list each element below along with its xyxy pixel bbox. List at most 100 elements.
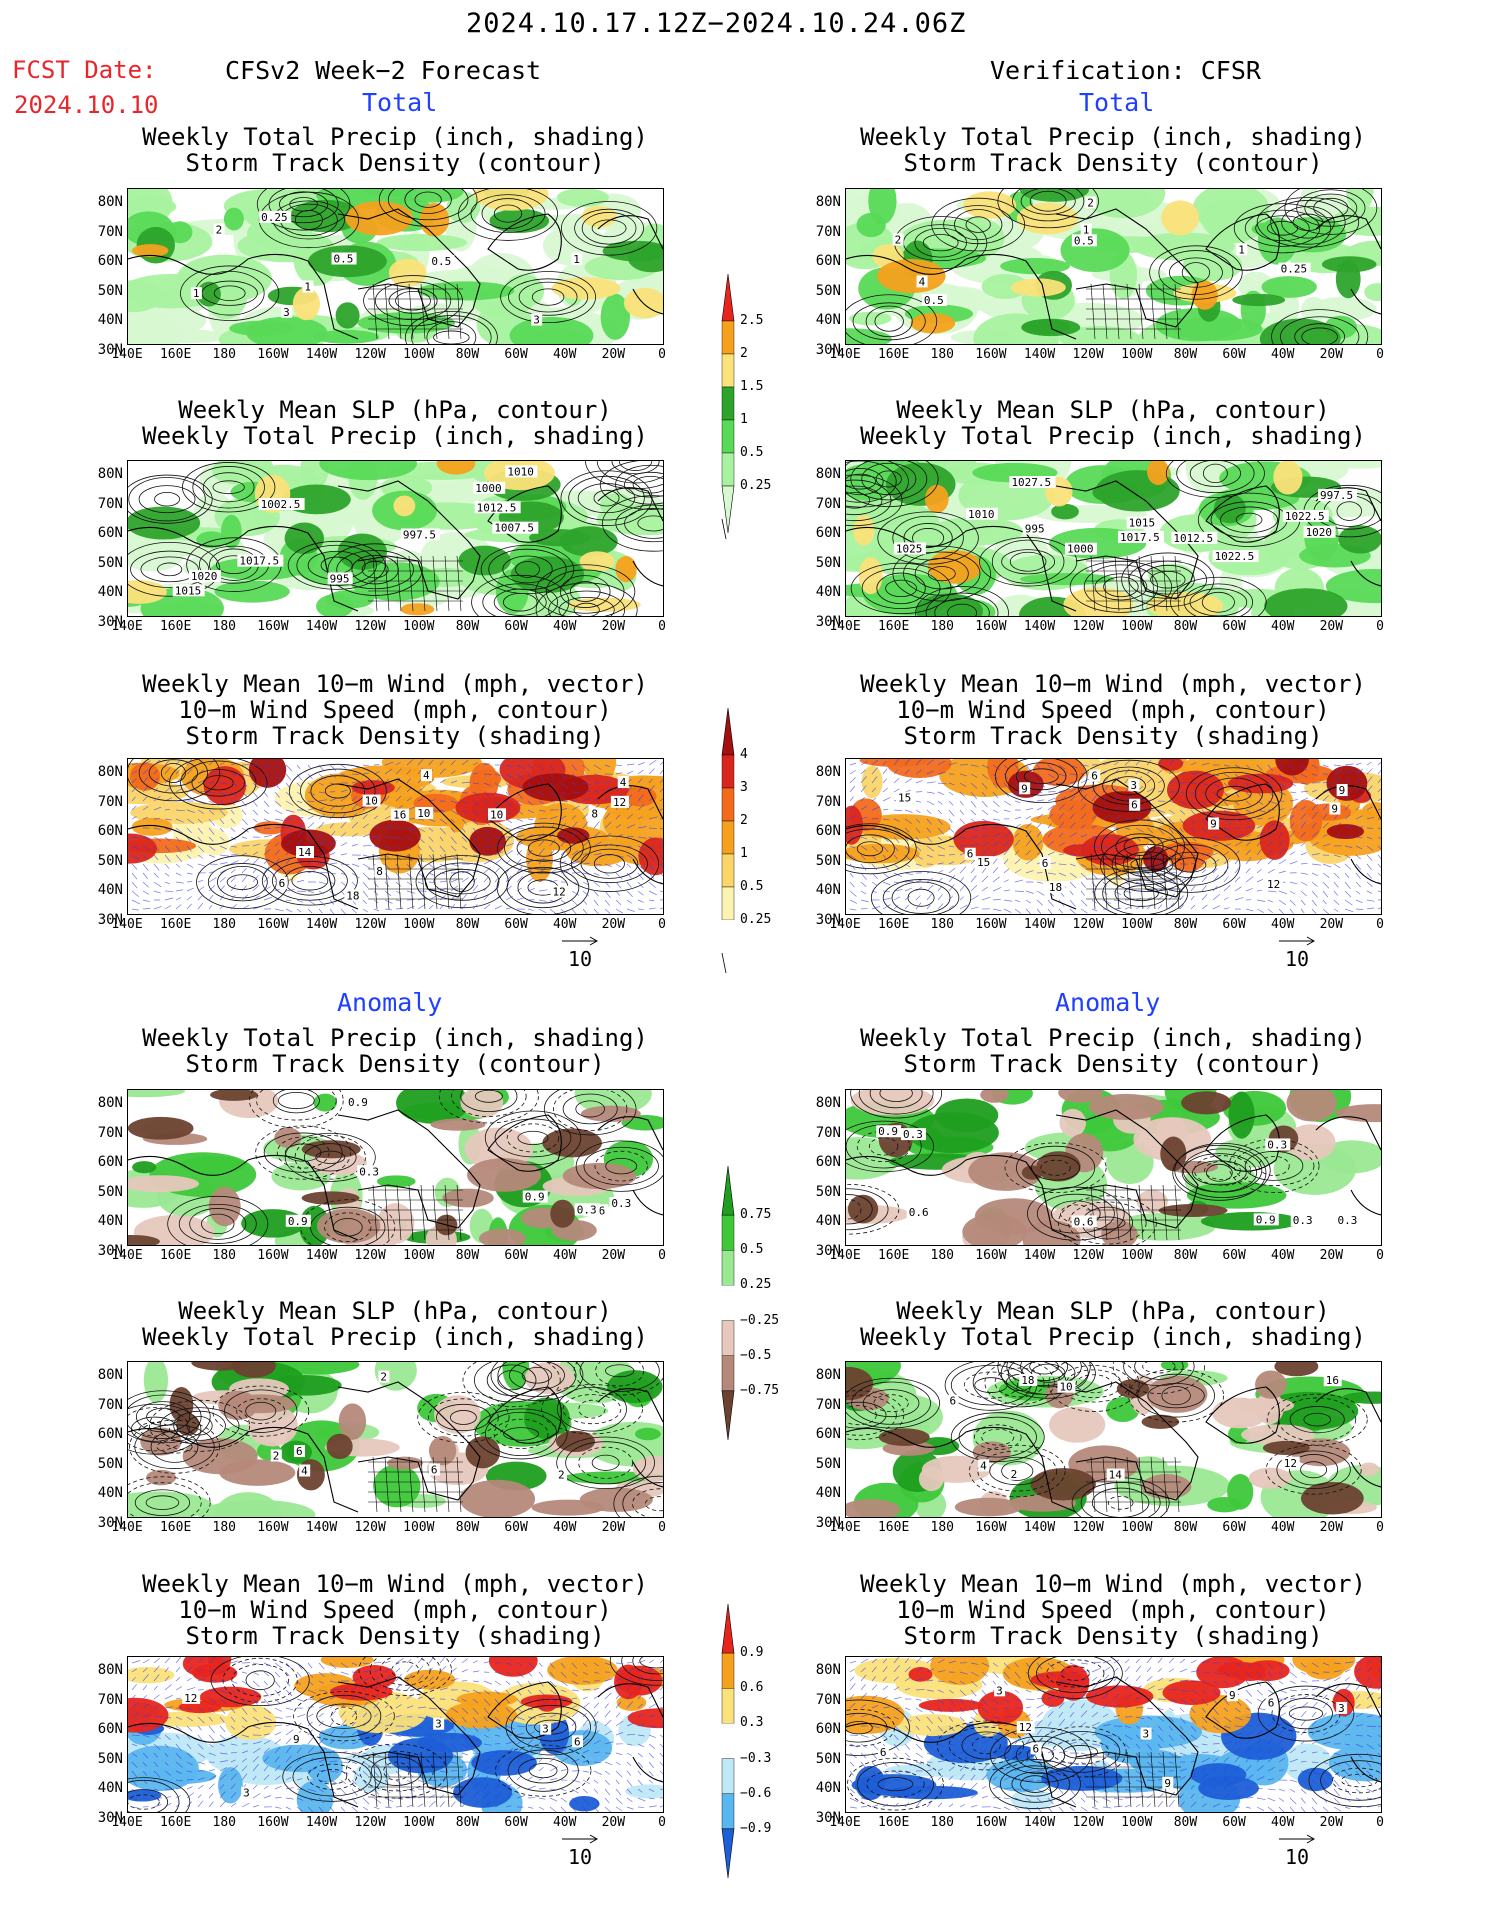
- lat-tick-label: 70N: [97, 223, 123, 240]
- lon-tick-label: 160W: [975, 619, 1007, 634]
- contour-label: 3: [435, 1718, 442, 1731]
- contour-label-bg: [429, 254, 455, 267]
- shading-layer: [846, 759, 1381, 887]
- contour-label: 10: [417, 807, 430, 820]
- lon-tick-label: 160W: [257, 619, 289, 634]
- contour-label-bg: [259, 210, 292, 223]
- colorbar-tick-label: 1: [740, 412, 748, 427]
- contour-label: 0.3: [611, 1197, 631, 1210]
- lon-tick-label: 100W: [403, 917, 435, 932]
- colorbar-segment: [721, 1652, 735, 1689]
- lat-tick-label: 40N: [815, 312, 841, 328]
- lon-tick-label: 160E: [877, 1520, 910, 1535]
- contour-label: 0.25: [1281, 263, 1308, 276]
- lat-tick-label: 60N: [97, 253, 123, 269]
- contour-label: 2: [1087, 196, 1094, 209]
- contour-label-bg: [876, 1125, 902, 1138]
- colorbar-segment: [721, 754, 735, 789]
- contour-label: 1022.5: [1215, 550, 1255, 563]
- contour-label: 14: [298, 846, 312, 859]
- lon-tick-label: 120W: [1072, 1248, 1104, 1263]
- contour-label: 9: [1339, 784, 1346, 797]
- lon-tick-label: 120W: [1072, 1815, 1104, 1830]
- colorbar-segment: [721, 273, 735, 322]
- colorbar-segment: [721, 386, 735, 421]
- lat-tick-label: 70N: [815, 1124, 841, 1141]
- contour-label: 18: [1049, 881, 1062, 894]
- left-anomaly-label: Anomaly: [337, 988, 443, 1017]
- lon-tick-label: 160W: [257, 917, 289, 932]
- contour-label: 1000: [475, 482, 502, 495]
- lat-tick-label: 70N: [815, 495, 841, 512]
- lat-tick-label: 40N: [97, 1780, 123, 1796]
- lat-tick-label: 80N: [815, 1367, 841, 1383]
- lon-tick-label: 20W: [1319, 917, 1344, 932]
- lon-tick-label: 20W: [601, 1248, 626, 1263]
- lon-tick-label: 60W: [504, 347, 528, 362]
- contour-label-bg: [1329, 802, 1341, 815]
- lat-tick-label: 70N: [97, 1691, 123, 1708]
- contour-label: 997.5: [1320, 489, 1353, 502]
- map-panel-R4: 0.3 0.3 0.9 0.6 0.6 0.9 0.3 0.3: [845, 1089, 1382, 1246]
- colorbar-segment: [722, 920, 734, 953]
- lat-tick-label: 50N: [815, 1183, 841, 1200]
- lat-tick-label: 70N: [97, 793, 123, 810]
- lon-tick-label: 60W: [1222, 619, 1246, 634]
- lon-tick-label: 80W: [455, 347, 480, 362]
- contour-label-bg: [1265, 1696, 1277, 1709]
- contour-label: 1017.5: [239, 555, 279, 568]
- colorbar-segment: [721, 820, 735, 855]
- lat-tick-label: 60N: [97, 525, 123, 541]
- lon-tick-label: 40W: [552, 619, 577, 634]
- map-panel-R3: 6 3 9 6 9 15 18 9 15 9 12 6 6: [845, 758, 1382, 915]
- lat-tick-label: 40N: [815, 1780, 841, 1796]
- contour-label: 18: [346, 889, 359, 902]
- state-borders: [1086, 1184, 1181, 1241]
- contour-label: 6: [1033, 1742, 1040, 1755]
- contour-label: 995: [1025, 523, 1045, 536]
- lon-tick-label: 160W: [975, 1248, 1007, 1263]
- lon-tick-label: 160E: [159, 1815, 192, 1830]
- lon-tick-label: 80W: [455, 1520, 480, 1535]
- contour-label-bg: [610, 795, 629, 808]
- lon-tick-label: 60W: [504, 1248, 528, 1263]
- lon-tick-label: 140W: [1023, 619, 1056, 634]
- colorbar-tick-label: −0.25: [740, 1312, 780, 1328]
- contour-label: 4: [301, 1465, 308, 1478]
- lat-tick-label: 30N: [815, 911, 841, 928]
- contour-label-bg: [1022, 522, 1048, 535]
- map-svg: 997.5 1010 1000 995 1015 1012.5 1020 1022.5 1027…: [846, 461, 1381, 616]
- lat-tick-label: 30N: [97, 911, 123, 928]
- lon-tick-label: 140E: [111, 1815, 143, 1830]
- contour-label: 3: [1130, 779, 1137, 792]
- contour-label-bg: [1071, 1215, 1097, 1228]
- contour-label-bg: [1171, 531, 1218, 544]
- contour-label-bg: [906, 1205, 932, 1218]
- lat-tick-label: 50N: [815, 852, 841, 869]
- colorbar-storm_total: [721, 707, 735, 973]
- contour-label: 997.5: [403, 529, 436, 542]
- colorbar-segment: [721, 853, 735, 888]
- lon-tick-label: 140E: [829, 1248, 861, 1263]
- lon-tick-label: 180: [930, 1520, 954, 1535]
- contour-label-bg: [1057, 1380, 1076, 1393]
- lon-tick-label: 100W: [403, 1815, 435, 1830]
- lon-tick-label: 160E: [159, 1520, 192, 1535]
- contour-label-bg: [1208, 817, 1220, 830]
- lat-tick-label: 40N: [815, 584, 841, 600]
- colorbar-segment: [722, 1285, 734, 1321]
- contour-label-bg: [1019, 1373, 1038, 1386]
- colorbar-segment: [721, 1165, 735, 1216]
- lon-tick-label: 140E: [829, 1520, 861, 1535]
- lon-tick-label: 100W: [1121, 1248, 1153, 1263]
- vector-reference-arrow: [1279, 1834, 1316, 1844]
- lon-tick-label: 140E: [829, 1815, 861, 1830]
- lat-tick-label: 30N: [815, 1242, 841, 1259]
- lon-tick-label: 140W: [305, 917, 338, 932]
- period-title: 2024.10.17.12Z−2024.10.24.06Z: [466, 8, 967, 39]
- colorbar-precip_total: [721, 273, 735, 539]
- contour-label: 6: [880, 1746, 887, 1759]
- lon-tick-label: 120W: [354, 619, 386, 634]
- lon-tick-label: 40W: [552, 1520, 577, 1535]
- fcst-date-label: FCST Date:: [12, 56, 157, 84]
